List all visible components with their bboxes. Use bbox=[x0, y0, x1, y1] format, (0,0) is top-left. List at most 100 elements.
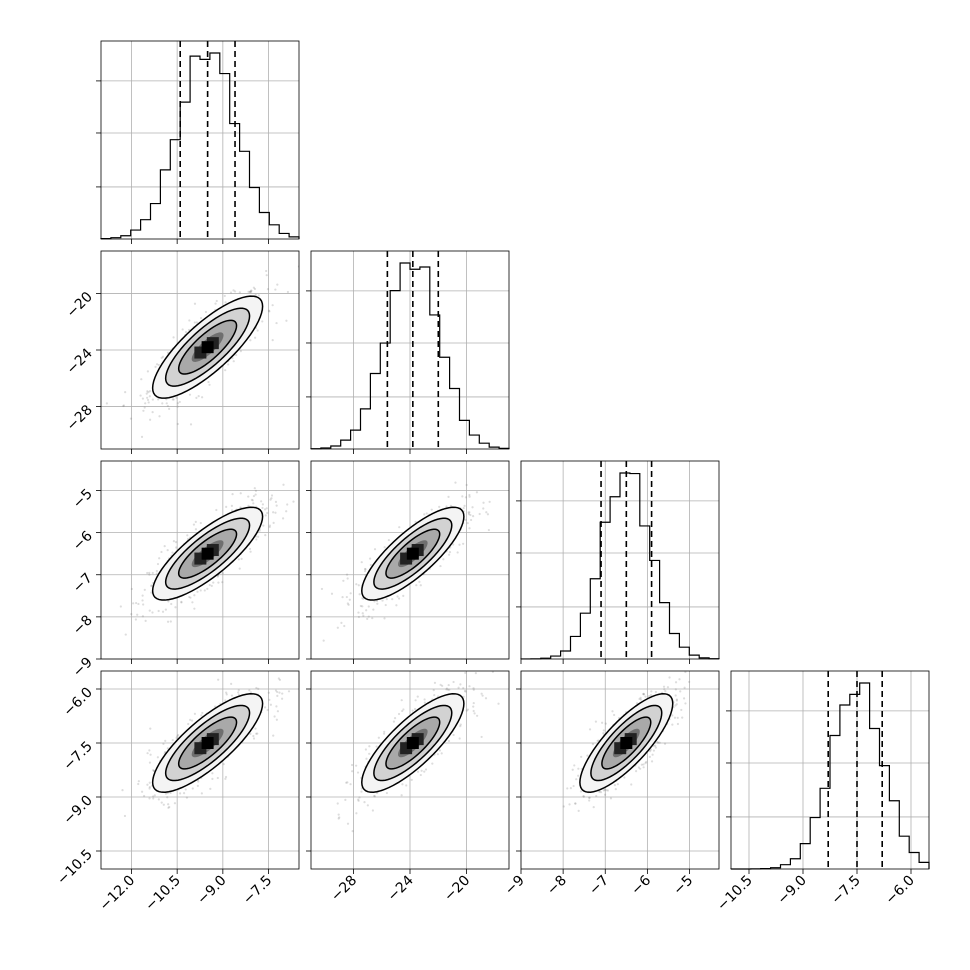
scatter-point bbox=[368, 557, 372, 560]
data-layer bbox=[100, 41, 930, 870]
scatter-point bbox=[397, 597, 401, 600]
scatter-point bbox=[463, 504, 466, 508]
scatter-point bbox=[275, 718, 278, 721]
scatter-point bbox=[164, 739, 167, 742]
scatter-point bbox=[146, 396, 149, 399]
x-tick-label: −9.0 bbox=[774, 873, 809, 908]
scatter-point bbox=[365, 609, 368, 612]
scatter-point bbox=[249, 691, 253, 694]
scatter-point bbox=[124, 633, 127, 636]
scatter-point bbox=[193, 321, 196, 324]
scatter-point bbox=[364, 568, 367, 571]
scatter-point bbox=[675, 703, 678, 706]
scatter-point bbox=[439, 683, 442, 686]
scatter-point bbox=[566, 787, 569, 790]
scatter-point bbox=[462, 506, 465, 510]
scatter-point bbox=[285, 510, 288, 513]
scatter-point bbox=[140, 378, 143, 381]
y-tick-label: −20 bbox=[64, 289, 96, 321]
scatter-point bbox=[447, 495, 450, 498]
scatter-point bbox=[255, 732, 258, 735]
scatter-point bbox=[649, 748, 653, 751]
scatter-point bbox=[135, 601, 138, 605]
scatter-point bbox=[457, 686, 460, 689]
scatter-point bbox=[175, 396, 178, 399]
scatter-point bbox=[230, 682, 233, 685]
scatter-point bbox=[224, 369, 227, 372]
scatter-point bbox=[481, 694, 484, 697]
histogram-1 bbox=[310, 262, 510, 450]
scatter-point bbox=[423, 701, 426, 704]
scatter-point bbox=[139, 394, 142, 397]
scatter-point bbox=[440, 752, 443, 755]
scatter-point bbox=[602, 731, 605, 735]
scatter-point bbox=[181, 328, 184, 331]
scatter-point bbox=[186, 534, 189, 537]
scatter-point bbox=[491, 671, 494, 673]
y-tick-label: −9 bbox=[70, 655, 96, 681]
scatter-point bbox=[147, 401, 150, 404]
scatter-point bbox=[345, 573, 349, 576]
scatter-point bbox=[336, 802, 339, 805]
scatter-point bbox=[322, 639, 325, 642]
scatter-point bbox=[150, 584, 153, 587]
scatter-point bbox=[268, 525, 271, 529]
scatter-point bbox=[358, 593, 361, 596]
scatter-point bbox=[588, 796, 591, 799]
scatter-point bbox=[368, 745, 371, 748]
scatter-point bbox=[197, 395, 200, 398]
scatter-point bbox=[141, 615, 144, 618]
scatter-point bbox=[362, 597, 365, 600]
scatter-point bbox=[657, 741, 660, 744]
scatter-point bbox=[642, 692, 645, 696]
scatter-point bbox=[414, 699, 417, 702]
scatter-point bbox=[250, 289, 253, 292]
scatter-point bbox=[176, 422, 179, 426]
scatter-point bbox=[462, 542, 465, 545]
scatter-point bbox=[276, 690, 279, 694]
scatter-point bbox=[482, 507, 485, 510]
scatter-point bbox=[391, 598, 394, 601]
scatter-point bbox=[671, 723, 674, 726]
scatter-point bbox=[683, 686, 686, 689]
scatter-point bbox=[462, 695, 465, 698]
scatter-point bbox=[413, 707, 417, 711]
scatter-point bbox=[586, 754, 589, 757]
y-tick-label: −5 bbox=[70, 486, 96, 512]
scatter-point bbox=[203, 589, 206, 592]
scatter-point bbox=[369, 563, 372, 567]
scatter-point bbox=[148, 571, 151, 574]
scatter-point bbox=[211, 772, 214, 775]
panel-frame-3-3 bbox=[730, 670, 930, 870]
scatter-point bbox=[137, 780, 140, 783]
scatter-point bbox=[346, 781, 349, 784]
scatter-point bbox=[192, 523, 196, 526]
scatter-point bbox=[639, 698, 643, 701]
x-tick-label: −8 bbox=[544, 873, 570, 899]
scatter-point bbox=[373, 600, 376, 603]
scatter-point bbox=[575, 778, 578, 781]
scatter-point bbox=[141, 397, 145, 400]
scatter-point bbox=[634, 770, 638, 773]
scatter-point bbox=[171, 398, 174, 401]
scatter-point bbox=[469, 518, 473, 522]
scatter-point bbox=[272, 511, 275, 514]
scatter-point bbox=[229, 291, 233, 294]
scatter-point bbox=[447, 739, 451, 743]
scatter-point bbox=[474, 672, 477, 675]
scatter-point bbox=[445, 687, 449, 690]
scatter-point bbox=[146, 390, 149, 393]
scatter-point bbox=[168, 805, 171, 809]
contour-2 bbox=[601, 716, 652, 770]
scatter-point bbox=[452, 733, 455, 737]
scatter-point bbox=[162, 803, 165, 806]
scatter-point bbox=[269, 703, 272, 706]
scatter-point bbox=[454, 481, 457, 484]
scatter-point bbox=[165, 402, 168, 405]
scatter-point bbox=[602, 789, 606, 792]
scatter-point bbox=[261, 503, 264, 506]
scatter-point bbox=[216, 776, 219, 780]
scatter-point bbox=[253, 487, 256, 490]
scatter-point bbox=[650, 760, 654, 763]
